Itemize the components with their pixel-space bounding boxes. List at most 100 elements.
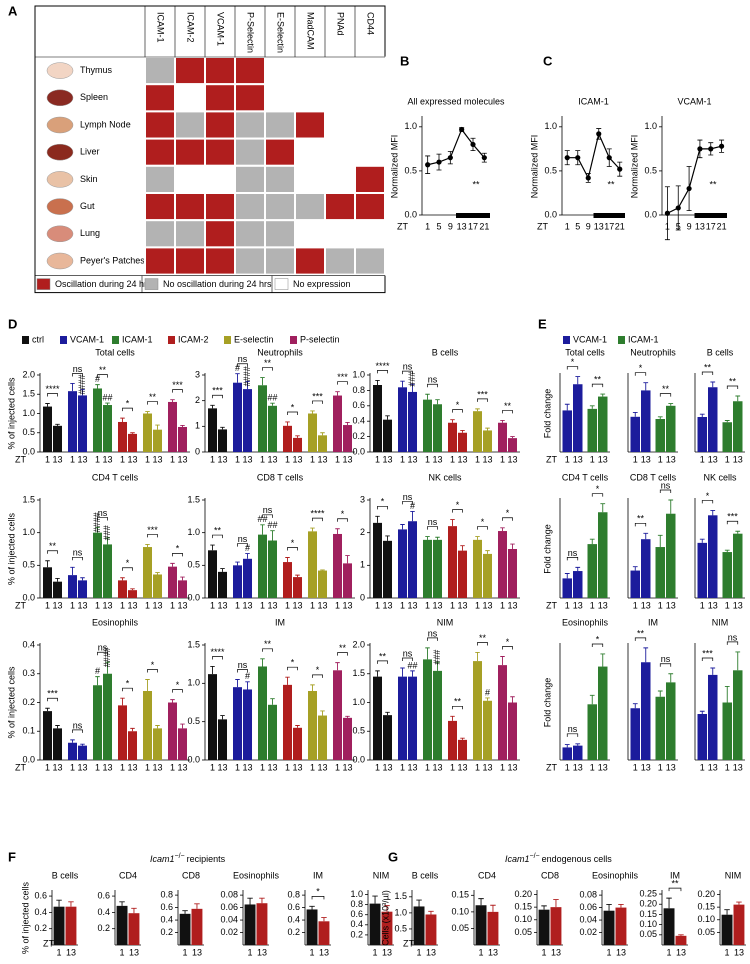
significance-bracket <box>566 557 579 561</box>
cell <box>294 164 326 195</box>
x-tick-label: 1 <box>607 947 612 957</box>
x-tick-label: 13 <box>177 454 187 464</box>
error-bar <box>145 543 150 548</box>
title-rest: endogenous cells <box>542 854 613 864</box>
plot-title: Neutrophils <box>630 347 676 357</box>
bar <box>573 571 583 598</box>
bar <box>508 438 517 452</box>
plot-title: NK cells <box>703 472 737 482</box>
plot-title: Eosinophils <box>592 870 639 880</box>
significance-label: ns <box>661 480 671 490</box>
plot-title: Total cells <box>95 347 135 357</box>
error-bar <box>285 676 290 685</box>
error-bar <box>194 903 200 909</box>
x-tick-label: 1 <box>542 947 547 957</box>
error-bar <box>450 419 455 423</box>
error-bar <box>309 905 315 910</box>
x-tick-label: 13 <box>734 947 744 957</box>
plot-title: CD4 <box>478 870 496 880</box>
cell <box>234 219 266 249</box>
x-tick-label: 13 <box>267 762 277 772</box>
error-bar <box>710 509 716 516</box>
x-tick-label: 1 <box>120 762 125 772</box>
cell <box>204 219 236 249</box>
y-axis-label: Normalized MFI <box>629 135 639 199</box>
x-tick-label: 13 <box>66 947 76 957</box>
significance-hash: ### <box>102 525 112 540</box>
significance-hash: ## <box>257 514 267 524</box>
cell <box>174 246 206 276</box>
plot-title: B cells <box>52 870 79 880</box>
x-tick-label: 1 <box>260 762 265 772</box>
bar <box>587 704 597 760</box>
error-bar <box>385 711 390 716</box>
row-label: Lymph Node <box>80 119 131 129</box>
x-tick-label: 13 <box>708 600 718 610</box>
x-tick-label: 1 <box>170 454 175 464</box>
x-tick-label: 13 <box>708 762 718 772</box>
y-tick-label: 0.2 <box>160 927 173 937</box>
row-label: Lung <box>80 228 100 238</box>
x-tick-label: 13 <box>573 600 583 610</box>
x-tick-label: 1 <box>260 600 265 610</box>
panel-letter: G <box>388 849 398 864</box>
data-point <box>617 166 623 172</box>
x-tick-label: 1 <box>45 762 50 772</box>
x-tick-label: 1 <box>57 947 62 957</box>
x-tick-label: 13 <box>733 600 743 610</box>
significance-bracket <box>452 705 463 710</box>
error-bar <box>80 389 85 396</box>
significance-bracket <box>452 409 463 413</box>
x-tick-label: 13 <box>695 221 705 231</box>
x-tick-label: 13 <box>127 600 137 610</box>
y-tick-label: 0.10 <box>639 919 657 929</box>
y-tick-label: 0.15 <box>639 909 657 919</box>
bar <box>308 691 317 760</box>
cell <box>354 137 386 167</box>
x-tick-label: 1 <box>285 762 290 772</box>
bar <box>398 676 407 760</box>
x-tick-label: 9 <box>586 221 591 231</box>
plot-title: Eosinophils <box>92 617 139 627</box>
plot-title: CD4 T cells <box>562 472 609 482</box>
x-tick-label: 13 <box>426 947 436 957</box>
bar <box>423 539 432 598</box>
y-tick-label: 0 <box>195 446 200 456</box>
error-bar <box>170 699 175 703</box>
column-header: ICAM-1 <box>156 12 166 43</box>
x-tick-label: 1 <box>565 454 570 464</box>
x-tick-label: 1 <box>310 762 315 772</box>
error-bar <box>259 897 265 904</box>
genotype: −/− <box>530 853 540 860</box>
data-point <box>686 185 692 192</box>
y-tick-label: 0.04 <box>579 914 597 924</box>
significance-bracket <box>477 526 488 530</box>
x-tick-label: 21 <box>717 221 727 231</box>
error-bar <box>710 381 716 388</box>
cell <box>174 164 206 195</box>
significance-label: **** <box>45 384 60 394</box>
error-bar <box>724 549 730 553</box>
error-bar <box>70 383 75 392</box>
x-tick-label: 1 <box>500 762 505 772</box>
cell <box>294 219 326 249</box>
x-axis-label: ZT <box>546 454 557 464</box>
gene: Icam1 <box>505 854 530 864</box>
error-bar <box>120 417 125 422</box>
cell <box>174 110 206 140</box>
significance-label: ns <box>568 724 578 734</box>
x-tick-label: 13 <box>598 600 608 610</box>
x-tick-label: 1 <box>725 454 730 464</box>
legend-label: Oscillation during 24 hrs <box>55 279 152 289</box>
bar <box>498 422 507 452</box>
significance-label: * <box>596 484 600 494</box>
bar <box>103 673 112 760</box>
bar <box>233 382 242 452</box>
column-header: ICAM-2 <box>186 12 196 43</box>
bar <box>208 674 217 760</box>
legend-swatch <box>168 336 175 344</box>
x-tick-label: 1 <box>373 947 378 957</box>
x-tick-label: 13 <box>152 600 162 610</box>
bar <box>168 702 177 760</box>
bar <box>283 425 292 452</box>
